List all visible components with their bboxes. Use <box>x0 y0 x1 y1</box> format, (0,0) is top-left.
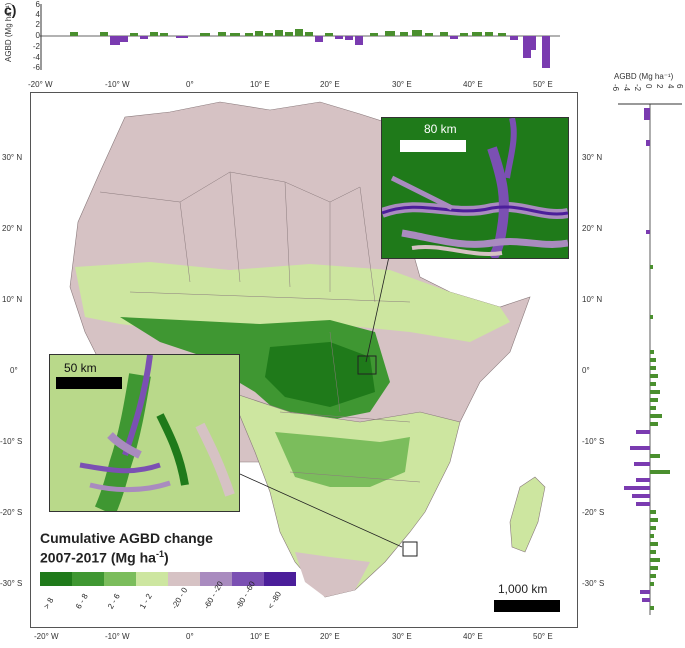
top-hist-yticks: 6 4 2 0 -2 -4 -6 <box>28 0 40 80</box>
legend-swatch <box>136 572 168 586</box>
top-lon-tick: 30° E <box>392 80 412 89</box>
top-lon-tick: 10° E <box>250 80 270 89</box>
right-histogram <box>618 103 682 615</box>
top-ytick: 0 <box>35 31 40 40</box>
right-xtick: 0 <box>644 84 653 89</box>
right-hist-xlabel: AGBD (Mg ha⁻¹) <box>614 72 674 81</box>
bottom-lon-tick: 30° E <box>392 632 412 641</box>
inset-top-connector <box>365 251 391 363</box>
right-xtick: -2 <box>633 84 642 92</box>
bottom-lon-tick: 40° E <box>463 632 483 641</box>
top-ytick: -2 <box>32 42 40 51</box>
bottom-lon-tick: 50° E <box>533 632 553 641</box>
legend-swatch <box>232 572 264 586</box>
right-lat-tick: 0° <box>582 366 590 375</box>
country-borders <box>99 171 421 483</box>
top-lon-tick: -10° W <box>105 80 130 89</box>
top-histogram <box>40 4 560 70</box>
left-lat-tick: -10° S <box>0 437 23 446</box>
inset-top-pattern <box>382 118 568 258</box>
left-lat-tick: 20° N <box>2 224 23 233</box>
congo-core <box>265 342 375 407</box>
top-lon-tick: 40° E <box>463 80 483 89</box>
bottom-lon-tick: 0° <box>186 632 194 641</box>
legend-swatch <box>72 572 104 586</box>
top-ytick: 6 <box>35 0 40 9</box>
right-lat-tick: -20° S <box>582 508 605 517</box>
legend-swatch <box>104 572 136 586</box>
top-ytick: -6 <box>32 63 40 72</box>
legend-swatch <box>40 572 72 586</box>
inset-top: 80 km <box>381 117 569 259</box>
top-lon-tick: 50° E <box>533 80 553 89</box>
inset-left-connector <box>239 473 403 548</box>
inset-left: 50 km <box>49 354 240 512</box>
right-lat-tick: -30° S <box>582 579 605 588</box>
bottom-lon-tick: -10° W <box>105 632 130 641</box>
bottom-lon-tick: 10° E <box>250 632 270 641</box>
madagascar <box>509 476 546 553</box>
top-lon-tick: 0° <box>186 80 194 89</box>
inset-top-scale-label: 80 km <box>424 122 457 136</box>
inset-top-locator <box>357 355 377 375</box>
map-scale-label: 1,000 km <box>498 582 548 596</box>
right-lat-tick: 10° N <box>582 295 603 304</box>
top-ytick: 2 <box>35 20 40 29</box>
right-lat-tick: -10° S <box>582 437 605 446</box>
panel-label: c) <box>4 2 17 18</box>
left-lat-tick: 0° <box>10 366 18 375</box>
top-hist-bars <box>70 29 550 68</box>
inset-left-pattern <box>50 355 239 511</box>
south-tip-land <box>295 552 370 597</box>
bottom-lon-tick: 20° E <box>320 632 340 641</box>
inset-left-scale-label: 50 km <box>64 361 97 375</box>
top-ytick: 4 <box>35 10 40 19</box>
legend-swatch <box>200 572 232 586</box>
right-xtick: 6 <box>675 84 684 89</box>
right-xtick: 2 <box>655 84 664 89</box>
legend-swatches <box>40 572 296 586</box>
legend-swatch <box>264 572 296 586</box>
legend-title: Cumulative AGBD change 2007-2017 (Mg ha-… <box>40 530 213 566</box>
legend-title-line2: 2007-2017 (Mg ha-1) <box>40 549 169 566</box>
map-scale-bar <box>494 600 560 612</box>
left-lat-tick: -20° S <box>0 508 23 517</box>
legend-title-line1: Cumulative AGBD change <box>40 530 213 546</box>
right-lat-tick: 20° N <box>582 224 603 233</box>
top-ytick: -4 <box>32 53 40 62</box>
top-lon-tick: -20° W <box>28 80 53 89</box>
top-lon-tick: 20° E <box>320 80 340 89</box>
left-lat-tick: -30° S <box>0 579 23 588</box>
right-lat-tick: 30° N <box>582 153 603 162</box>
right-xtick: -6 <box>611 84 620 92</box>
right-xtick: 4 <box>666 84 675 89</box>
inset-left-locator <box>402 541 418 557</box>
top-hist-ylabel: AGBD (Mg ha⁻¹) <box>4 2 13 62</box>
right-hist-bars <box>624 108 670 610</box>
right-xtick: -4 <box>622 84 631 92</box>
left-lat-tick: 30° N <box>2 153 23 162</box>
legend-swatch <box>168 572 200 586</box>
bottom-lon-tick: -20° W <box>34 632 59 641</box>
left-lat-tick: 10° N <box>2 295 23 304</box>
